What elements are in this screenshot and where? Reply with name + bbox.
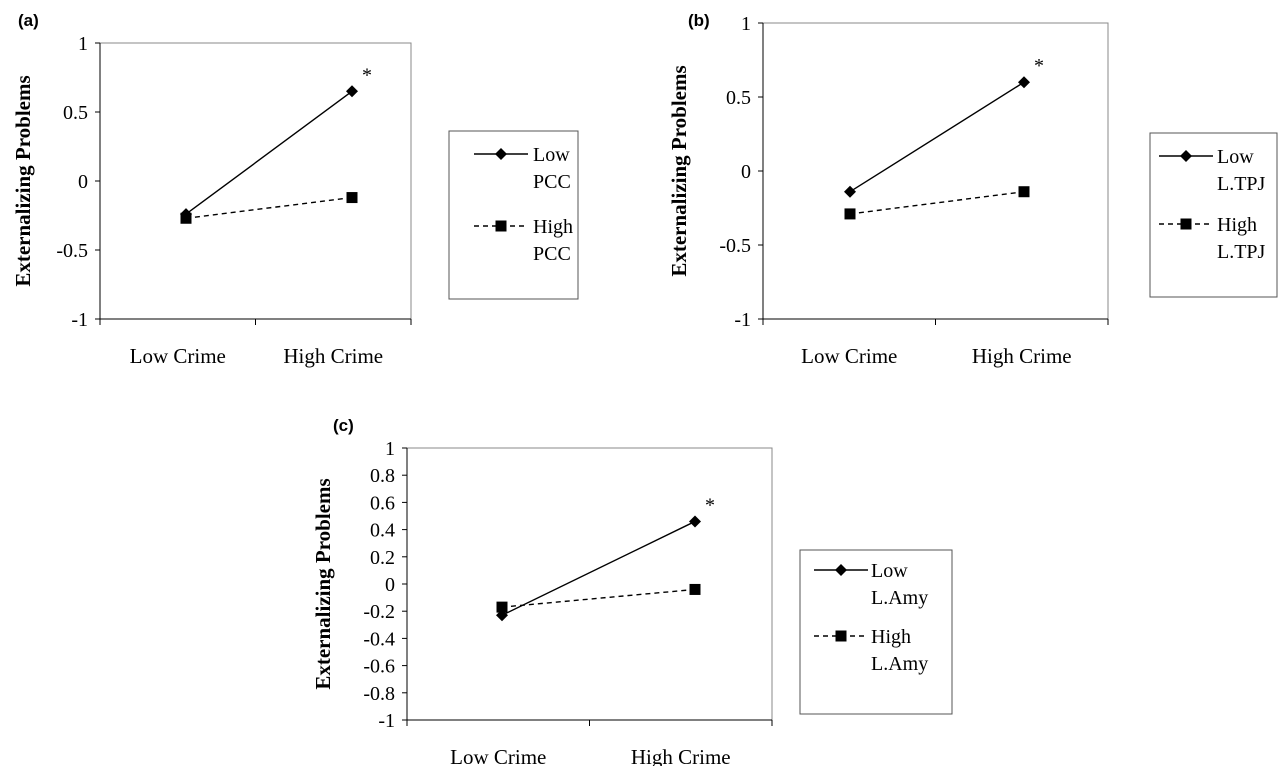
y-tick-label: 0.6 (370, 492, 395, 514)
legend-label: L.TPJ (1217, 241, 1266, 263)
legend-label: Low (1217, 146, 1254, 168)
y-tick-label: 0.5 (63, 102, 88, 124)
legend-marker (495, 148, 507, 160)
chart-panel-c: (c) -1 -0.8 -0.6 -0.4 -0.2 0 0.2 0.4 0.6 0.8 1 Low C… (311, 416, 953, 766)
y-tick-label: -0.5 (56, 240, 88, 262)
significance-marker: * (362, 64, 372, 86)
legend-label: High (533, 216, 573, 238)
x-tick-label: High Crime (972, 344, 1072, 368)
legend-label: PCC (533, 171, 571, 193)
legend-box (1149, 132, 1278, 298)
y-axis-label: Externalizing Problems (667, 65, 691, 276)
data-point (180, 212, 192, 224)
y-tick-label: 0.8 (370, 465, 395, 487)
x-tick-label: Low Crime (450, 745, 546, 766)
series-line (501, 520, 696, 616)
y-tick-label: -0.4 (363, 628, 395, 650)
legend-marker (835, 564, 847, 576)
series-high-l-amy (496, 583, 701, 613)
panel-label: (c) (333, 416, 354, 435)
significance-marker: * (705, 494, 715, 516)
legend-marker (835, 630, 847, 642)
y-axis-label: Externalizing Problems (11, 75, 35, 286)
data-point (1018, 76, 1030, 89)
y-tick-label: 1 (741, 13, 751, 35)
y-tick-label: 1 (78, 33, 88, 55)
legend-label: High (1217, 214, 1257, 236)
data-point (689, 583, 701, 595)
y-tick-label: -1 (734, 309, 751, 331)
series-high-pcc (180, 192, 358, 224)
legend-label: Low (871, 560, 908, 582)
legend-label: L.Amy (871, 587, 928, 609)
legend: Low L.TPJ High L.TPJ (1149, 132, 1278, 298)
legend-label: PCC (533, 243, 571, 265)
x-tick-label: Low Crime (130, 344, 226, 368)
data-point (844, 185, 856, 198)
y-axis-label: Externalizing Problems (311, 478, 335, 689)
legend-marker (1180, 150, 1192, 162)
y-tick-label: 0 (78, 171, 88, 193)
y-tick-label: 0.4 (370, 520, 395, 542)
plot-area (406, 447, 773, 721)
data-point (689, 515, 701, 528)
y-tick-label: 0 (741, 161, 751, 183)
y-tick-label: -0.2 (363, 601, 395, 623)
series-line (185, 196, 353, 219)
legend-box (448, 130, 579, 300)
panel-label: (b) (688, 11, 710, 30)
y-tick-label: -0.8 (363, 683, 395, 705)
y-tick-label: 1 (385, 438, 395, 460)
y-tick-label: -0.6 (363, 656, 395, 678)
y-tick-label: -1 (71, 309, 88, 331)
chart-panel-a: (a) -1 -0.5 0 0.5 1 Low Crime High Crime Externa… (11, 11, 579, 368)
data-point (496, 601, 508, 613)
x-tick-label: High Crime (631, 745, 731, 766)
series-low-l-amy (496, 515, 701, 622)
legend-marker (1180, 218, 1192, 230)
data-point (844, 208, 856, 220)
series-line (849, 191, 1025, 215)
series-line (501, 588, 696, 608)
panel-label: (a) (18, 11, 39, 30)
legend-label: Low (533, 144, 570, 166)
y-tick-label: 0.2 (370, 547, 395, 569)
y-tick-label: -0.5 (719, 235, 751, 257)
legend-box (799, 549, 953, 715)
series-line (849, 81, 1025, 193)
y-tick-label: 0.5 (726, 87, 751, 109)
data-point (1018, 186, 1030, 198)
y-tick-label: 0 (385, 574, 395, 596)
legend: Low PCC High PCC (448, 130, 579, 300)
data-point (346, 192, 358, 204)
y-tick-label: -1 (378, 710, 395, 732)
legend: Low L.Amy High L.Amy (799, 549, 953, 715)
chart-panel-b: (b) -1 -0.5 0 0.5 1 Low Crime High Crime Externa… (667, 11, 1278, 368)
legend-label: L.Amy (871, 653, 928, 675)
data-point (346, 85, 358, 98)
series-high-l-tpj (844, 186, 1030, 220)
plot-area (762, 22, 1109, 320)
legend-label: L.TPJ (1217, 173, 1266, 195)
legend-label: High (871, 626, 911, 648)
significance-marker: * (1034, 55, 1044, 77)
legend-marker (495, 220, 507, 232)
x-tick-label: Low Crime (801, 344, 897, 368)
series-line (185, 90, 353, 215)
x-tick-label: High Crime (283, 344, 383, 368)
series-low-l-tpj (844, 76, 1030, 198)
